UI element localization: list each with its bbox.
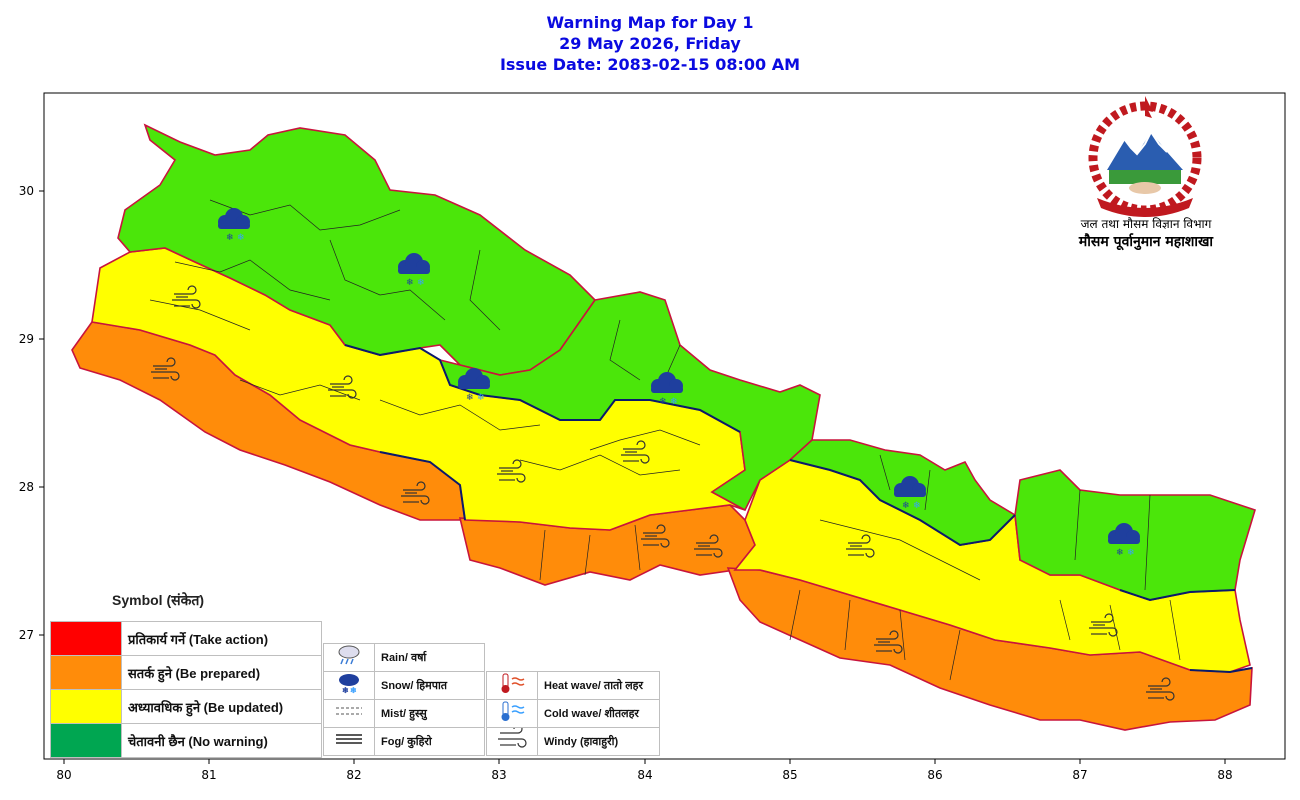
legend-row: Fog/ कुहिरो [323,727,485,756]
legend-row: चेतावनी छैन (No warning) [50,723,322,758]
map-title: Warning Map for Day 1 29 May 2026, Frida… [0,12,1300,75]
fog-icon [323,727,375,756]
symbol-label: Heat wave/ तातो लहर [537,671,660,700]
x-tick-label: 84 [637,768,652,782]
level-label: चेतावनी छैन (No warning) [121,723,322,758]
mist-icon [323,699,375,728]
legend-row: अध्यावधिक हुने (Be updated) [50,689,322,724]
symbol-label: Cold wave/ शीतलहर [537,699,660,728]
level-label: सतर्क हुने (Be prepared) [121,655,322,690]
y-axis: 30 29 28 27 [19,184,44,642]
cold-wave-icon [486,699,538,728]
legend-row: ❄ ❄ Snow/ हिमपात [323,671,485,700]
title-line-1: Warning Map for Day 1 [546,13,754,32]
legend-row: Windy (हावाहुरी) [486,724,660,756]
y-tick-label: 29 [19,332,34,346]
symbol-label: Fog/ कुहिरो [374,727,485,756]
legend-row: Cold wave/ शीतलहर [486,699,660,728]
heat-wave-icon [486,671,538,700]
nepal-government-emblem [1088,96,1202,217]
x-tick-label: 87 [1072,768,1087,782]
y-tick-label: 27 [19,628,34,642]
rain-icon [323,643,375,672]
x-tick-label: 83 [491,768,506,782]
y-tick-label: 30 [19,184,34,198]
zone-outlines [344,344,1253,674]
x-tick-label: 82 [346,768,361,782]
level-swatch-orange [50,655,122,690]
level-swatch-green [50,723,122,758]
x-tick-label: 88 [1217,768,1232,782]
level-swatch-yellow [50,689,122,724]
title-line-3: Issue Date: 2083-02-15 08:00 AM [499,55,801,74]
x-tick-label: 86 [927,768,942,782]
legend-row: प्रतिकार्य गर्ने (Take action) [50,621,322,656]
org-department-name: जल तथा मौसम विज्ञान विभाग [1081,217,1212,231]
x-tick-label: 81 [201,768,216,782]
legend-row: Heat wave/ तातो लहर [486,671,660,700]
legend-row: सतर्क हुने (Be prepared) [50,655,322,690]
region-gandaki-mountains [438,291,821,512]
svg-text:❄: ❄ [342,686,349,694]
svg-text:❄: ❄ [350,686,357,694]
title-line-2: 29 May 2026, Friday [559,34,741,53]
level-swatch-red [50,621,122,656]
x-tick-label: 80 [56,768,71,782]
x-tick-label: 85 [782,768,797,782]
org-division-name: मौसम पूर्वानुमान महाशाखा [1078,233,1215,251]
level-label: प्रतिकार्य गर्ने (Take action) [121,621,322,656]
level-label: अध्यावधिक हुने (Be updated) [121,689,322,724]
weather-symbol-legend: Heat wave/ तातो लहर Cold wave/ शीतलहर Wi… [486,671,660,756]
symbol-label: Mist/ हुस्सु [374,699,485,728]
legend-row: Rain/ वर्षा [323,643,485,672]
symbol-label: Snow/ हिमपात [374,671,485,700]
district-boundaries [149,199,1181,681]
warning-level-legend: प्रतिकार्य गर्ने (Take action) सतर्क हुन… [50,621,322,758]
weather-symbol-legend: Rain/ वर्षा ❄ ❄ Snow/ हिमपात Mist/ हुस्सु… [323,643,485,756]
x-axis: 80 81 82 83 84 85 86 87 88 [56,759,1233,782]
legend-row: Mist/ हुस्सु [323,699,485,728]
snow-icon: ❄ ❄ [323,671,375,700]
y-tick-label: 28 [19,480,34,494]
symbol-label: Rain/ वर्षा [374,643,485,672]
legend-title: Symbol (संकेत) [112,592,204,608]
windy-icon [486,724,538,756]
symbol-label: Windy (हावाहुरी) [537,727,660,756]
